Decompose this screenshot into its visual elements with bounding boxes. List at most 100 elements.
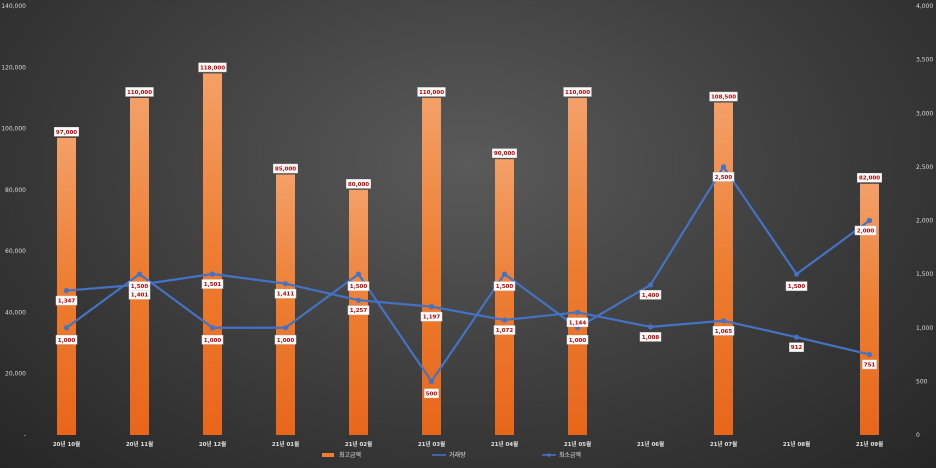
legend-label: 최고금액 [339,451,361,459]
data-label-box [417,87,446,97]
data-label-box [566,335,589,345]
data-label: 118,000 [200,65,225,71]
legend-label: 최소금액 [559,451,581,459]
y2-tick-label: 2,000 [916,218,933,225]
series-point [574,309,581,315]
data-label: 108,500 [711,95,736,101]
data-label-box [712,172,735,182]
series-point [428,378,435,384]
y-tick-label: 40,000 [5,309,26,316]
data-label: 110,000 [127,90,152,96]
y2-tick-label: 4,000 [916,3,933,10]
data-label: 1,072 [496,328,514,334]
data-label: 85,000 [275,167,296,173]
data-label-box [493,325,516,335]
data-label: 2,000 [857,229,875,235]
x-tick-label: 21년 03월 [418,440,445,448]
data-label: 97,000 [56,130,77,136]
legend: 최고금액 거래량 최소금액 [322,451,581,459]
data-label-box [125,87,154,97]
data-label: 1,000 [569,338,587,344]
series-point [209,325,216,331]
series-point [282,325,289,331]
data-label: 1,008 [642,335,660,341]
legend-swatch [322,453,334,457]
data-label: 1,401 [131,293,149,299]
bar [495,159,514,435]
data-label: 1,411 [277,292,295,298]
data-label-box [274,335,297,345]
x-tick-label: 20년 12월 [199,440,226,448]
series-point [136,271,143,277]
bar [568,97,587,435]
x-tick-label: 21년 06월 [637,440,664,448]
data-label: 1,257 [350,308,368,314]
data-label-box [346,179,371,189]
data-label: 80,000 [348,182,369,188]
data-label-box [420,311,443,322]
series-point [355,297,362,303]
data-label-box [273,163,298,174]
left-axis: - 20,000 40,000 60,000 80,000 100,000 120,000 1… [1,3,26,439]
series-point [720,164,727,170]
data-label: 1,000 [58,338,76,344]
data-label: 1,347 [58,299,76,305]
bar [276,174,295,436]
data-label-box [424,388,439,399]
x-tick-label: 21년 05월 [564,440,591,448]
bar [714,102,733,436]
series-point [63,287,70,294]
x-axis: 20년 10월 20년 11월 20년 12월 21년 01월 21년 02월 21년 0… [53,440,883,448]
y2-tick-label: 1,000 [916,325,933,332]
y2-tick-label: 1,500 [916,271,933,278]
y-tick-label: 140,000 [1,3,26,10]
series-point [282,281,289,287]
series-point [428,304,435,310]
x-tick-label: 21년 07월 [710,440,737,448]
x-tick-label: 21년 01월 [272,440,299,448]
x-tick-label: 20년 10월 [53,440,80,448]
bar [203,73,222,436]
series-point [63,325,70,331]
data-label-box [128,289,151,300]
legend-marker [547,453,551,457]
y2-tick-label: 500 [916,378,928,385]
data-label: 1,500 [350,284,368,290]
data-label-box [857,172,882,183]
line-series-group [63,164,873,384]
data-label: 90,000 [494,151,515,157]
data-label: 1,400 [642,293,660,299]
series-point [355,271,362,277]
data-label: 82,000 [859,176,880,182]
series-point [720,318,727,324]
legend-label: 거래량 [449,451,466,459]
series-point [501,317,508,323]
data-label-box [274,288,297,299]
y-tick-label: 80,000 [5,187,26,194]
x-tick-label: 21년 08월 [783,440,810,448]
data-label: 110,000 [419,90,444,96]
data-label-box [566,317,589,328]
data-label-box [712,326,735,336]
data-label: 1,000 [277,338,295,344]
data-label-box [347,281,370,291]
data-label-box [55,295,78,306]
y-tick-label: 100,000 [1,126,26,133]
data-label: 1,144 [569,320,587,326]
bar-series-group [57,73,879,436]
data-labels-group: 97,000 110,000 118,000 85,000 80,000 110,000 9… [54,62,882,399]
data-label: 751 [864,362,876,368]
y2-tick-label: 3,500 [916,57,933,64]
data-label-box [639,332,662,342]
y-tick-label: 60,000 [5,248,26,255]
data-label-box [347,305,370,315]
bar [57,137,76,435]
data-label: 1,197 [423,315,441,321]
series-point [647,282,654,288]
series-line [66,272,870,356]
data-label: 1,065 [715,329,733,335]
series-point [647,324,654,330]
data-label: 1,500 [131,284,149,290]
data-label: 1,500 [496,284,514,290]
